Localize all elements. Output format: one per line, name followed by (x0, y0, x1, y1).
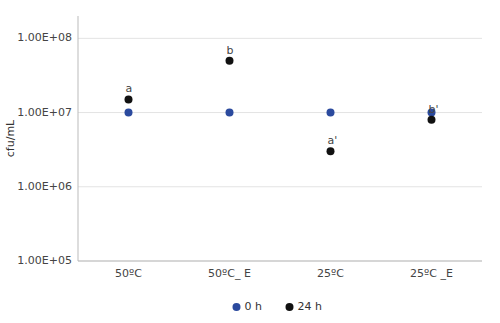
point (226, 109, 234, 117)
legend-label: 24 h (298, 300, 322, 313)
point (125, 95, 133, 103)
grid-line (78, 112, 482, 113)
y-tick-label: 1.00E+08 (17, 31, 72, 44)
point (327, 109, 335, 117)
grid-line (78, 38, 482, 39)
y-tick-label: 1.00E+06 (17, 180, 72, 193)
legend-marker (286, 303, 294, 311)
x-axis-line (78, 261, 482, 262)
x-tick-label: 50ºC_ E (208, 267, 251, 280)
x-tick-label: 25ºC (317, 267, 344, 280)
legend-label: 0 h (245, 300, 262, 313)
annotation: b (227, 44, 234, 57)
annotation: a (126, 82, 133, 95)
chart: 1.00E+05 1.00E+06 1.00E+07 1.00E+08 50ºC 50ºC… (0, 0, 500, 323)
point (327, 147, 335, 155)
annotation: b' (429, 103, 439, 116)
grid-line (78, 261, 482, 262)
plot-area (125, 57, 436, 156)
x-tick-label: 50ºC (115, 267, 142, 280)
y-axis-line (78, 16, 79, 261)
grid-line (78, 186, 482, 187)
y-tick-label: 1.00E+05 (17, 254, 72, 267)
x-tick-label: 25ºC _E (410, 267, 453, 280)
legend: 0 h 24 h (233, 300, 322, 313)
point (226, 57, 234, 65)
y-axis-label: cfu/mL (4, 119, 17, 157)
annotation: a' (328, 134, 338, 147)
point (428, 116, 436, 124)
point (125, 109, 133, 117)
y-tick-label: 1.00E+07 (17, 106, 72, 119)
legend-marker (233, 303, 241, 311)
